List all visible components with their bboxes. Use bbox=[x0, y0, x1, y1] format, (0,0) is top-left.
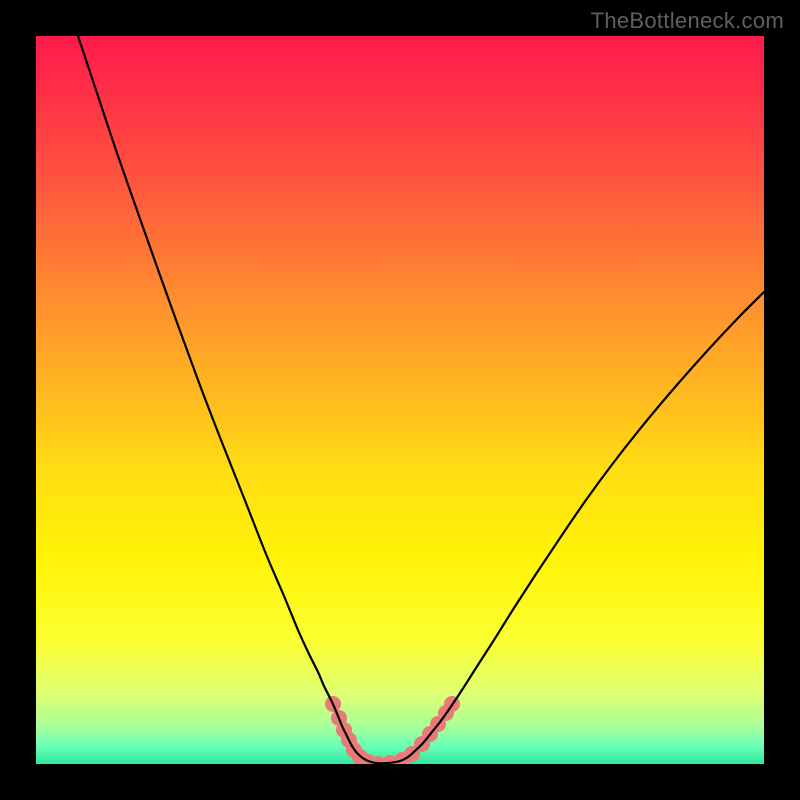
watermark-text: TheBottleneck.com bbox=[591, 8, 784, 34]
valley-markers bbox=[325, 696, 460, 764]
bottleneck-curve bbox=[78, 36, 764, 763]
plot-area bbox=[36, 36, 764, 764]
curve-layer bbox=[36, 36, 764, 764]
